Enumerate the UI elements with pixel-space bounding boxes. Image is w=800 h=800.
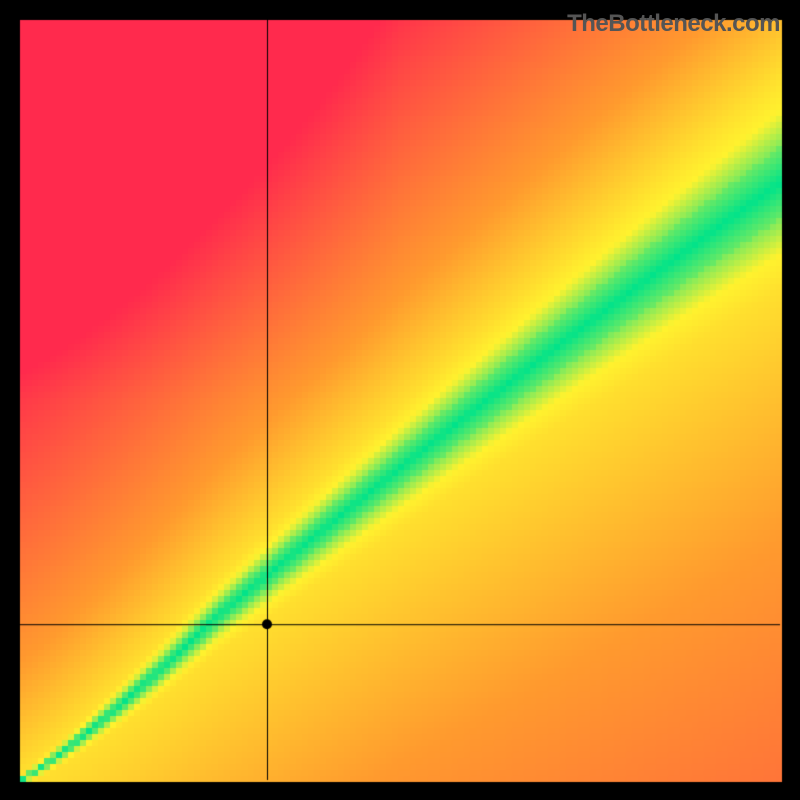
chart-container: TheBottleneck.com bbox=[0, 0, 800, 800]
watermark-text: TheBottleneck.com bbox=[567, 10, 780, 38]
heatmap-canvas bbox=[0, 0, 800, 800]
